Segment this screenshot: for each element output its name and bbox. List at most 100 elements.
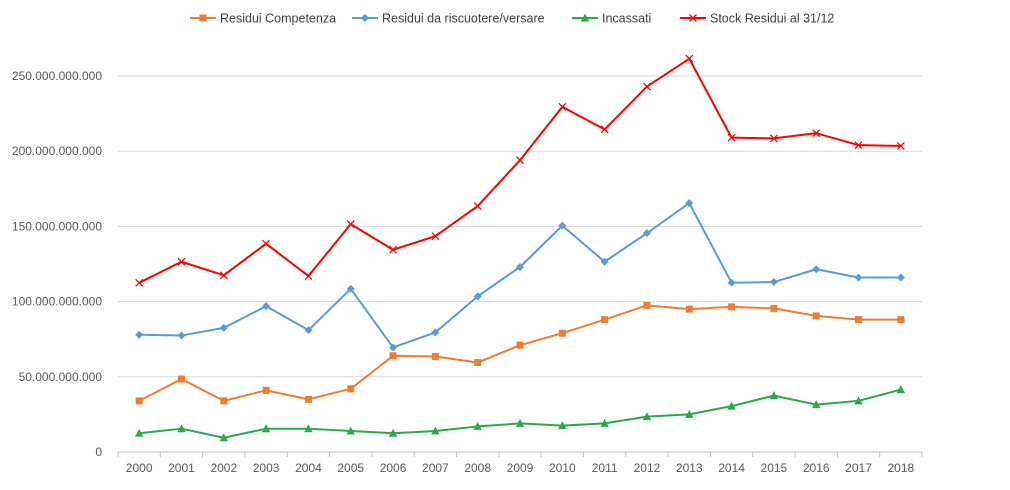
data-point (177, 424, 186, 433)
gridlines (117, 75, 923, 457)
data-point (855, 316, 863, 324)
data-point (812, 265, 821, 274)
data-point (177, 257, 186, 266)
data-point (262, 386, 270, 394)
x-tick-label: 2005 (337, 461, 364, 475)
data-point (600, 125, 609, 134)
data-point (389, 245, 398, 254)
data-point (812, 312, 820, 320)
data-point (685, 54, 694, 63)
data-point (135, 278, 144, 287)
data-point (685, 409, 694, 418)
data-point (600, 418, 609, 427)
legend-label: Residui da riscuotere/versare (382, 12, 545, 26)
x-tick-label: 2003 (253, 461, 280, 475)
y-tick-label: 100.000.000.000 (12, 295, 102, 309)
legend-label: Residui Competenza (220, 12, 336, 26)
legend-label: Stock Residui al 31/12 (710, 12, 834, 26)
x-tick-label: 2017 (845, 461, 872, 475)
x-tick-label: 2016 (803, 461, 830, 475)
legend-item: Residui Competenza (190, 12, 336, 26)
data-point (177, 331, 186, 340)
data-point (389, 343, 398, 352)
data-point (558, 329, 566, 337)
data-point (558, 421, 567, 430)
x-tick-label: 2018 (887, 461, 914, 475)
data-point (769, 391, 779, 400)
x-tick-label: 2012 (634, 461, 661, 475)
legend-label: Incassati (602, 12, 651, 26)
series-layer (134, 54, 906, 442)
x-tick-label: 2007 (422, 461, 449, 475)
data-point (219, 323, 228, 332)
data-point (177, 375, 185, 383)
data-point (261, 424, 271, 433)
data-point (474, 359, 482, 367)
data-point (347, 385, 355, 393)
data-point (431, 352, 439, 360)
data-point (769, 278, 778, 287)
x-tick-label: 2013 (676, 461, 703, 475)
data-point (431, 232, 440, 241)
x-tick-label: 2006 (380, 461, 407, 475)
data-point (812, 129, 821, 138)
legend-swatch-marker (199, 14, 207, 22)
data-point (642, 82, 651, 91)
data-point (770, 304, 778, 312)
legend-swatch-marker (361, 14, 369, 22)
data-point (643, 301, 651, 309)
data-point (346, 220, 355, 229)
data-point (219, 271, 228, 280)
y-tick-label: 250.000.000.000 (12, 69, 102, 83)
data-point (431, 328, 440, 337)
data-point (728, 303, 736, 311)
data-point (769, 134, 778, 143)
data-point (135, 397, 143, 405)
data-point (346, 426, 355, 435)
x-tick-label: 2011 (592, 461, 618, 475)
data-point (304, 395, 312, 403)
legend-swatch-marker (580, 13, 590, 22)
data-point (516, 156, 524, 165)
data-point (558, 221, 567, 230)
legend-item: Residui da riscuotere/versare (352, 12, 545, 26)
data-point (262, 239, 271, 248)
x-tick-label: 2009 (507, 461, 534, 475)
y-tick-label: 150.000.000.000 (12, 219, 102, 233)
series-0 (135, 301, 905, 405)
data-point (896, 273, 905, 282)
data-point (220, 397, 228, 405)
data-point (304, 424, 313, 433)
data-point (262, 302, 271, 311)
data-point (897, 316, 905, 324)
y-tick-label: 50.000.000.000 (19, 370, 103, 384)
series-line (138, 57, 901, 284)
series-line (139, 388, 902, 439)
data-point (515, 418, 525, 427)
series-1 (135, 199, 905, 352)
x-tick-label: 2015 (761, 461, 788, 475)
data-point (304, 272, 313, 280)
data-point (896, 141, 905, 150)
data-point (727, 401, 736, 410)
y-axis-tick-labels: 0 50.000.000.000 100.000.000.000 150.000.00… (12, 69, 102, 459)
data-point (473, 292, 482, 301)
data-point (516, 341, 524, 349)
x-tick-label: 2010 (549, 461, 576, 475)
data-point (304, 326, 313, 335)
series-2 (134, 385, 906, 442)
y-tick-label: 200.000.000.000 (12, 144, 102, 158)
data-point (346, 284, 355, 293)
x-axis-tick-labels: 2000 2001 2002 2003 2004 2005 2006 2007 2008 2009… (126, 461, 915, 475)
legend-item: Stock Residui al 31/12 (680, 12, 834, 26)
data-point (134, 428, 144, 437)
data-point (473, 202, 482, 211)
x-tick-label: 2008 (464, 461, 491, 475)
x-tick-label: 2001 (168, 461, 195, 475)
x-tick-label: 2014 (718, 461, 745, 475)
data-point (558, 102, 567, 111)
data-point (135, 330, 144, 339)
legend-swatch-marker (689, 14, 697, 22)
data-point (854, 273, 863, 282)
